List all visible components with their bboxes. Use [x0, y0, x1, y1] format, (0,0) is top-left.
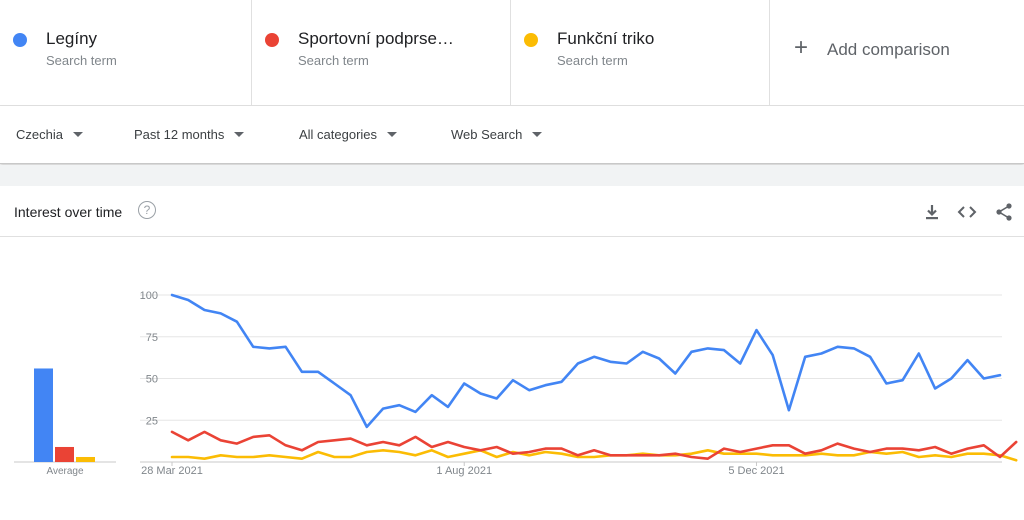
x-tick-label: 28 Mar 2021	[141, 465, 203, 477]
add-comparison-label: Add comparison	[827, 40, 950, 59]
region-label: Czechia	[16, 127, 63, 142]
term-color-dot	[13, 33, 27, 47]
y-tick-label: 75	[146, 332, 158, 344]
term-card-3[interactable]: Funkční triko Search term	[511, 0, 770, 105]
series-line	[170, 430, 1018, 460]
interest-chart-area: 25 50 75 100 28 Mar 2021 1 Aug 2021 5 Dec 2021…	[0, 237, 1024, 515]
panel-title: Interest over time	[14, 204, 123, 220]
search-type-label: Web Search	[451, 127, 523, 142]
term-card-2[interactable]: Sportovní podprse… Search term	[252, 0, 511, 105]
time-range-label: Past 12 months	[134, 127, 225, 142]
average-bar	[55, 446, 74, 462]
y-tick-label: 25	[146, 415, 158, 427]
share-icon[interactable]	[994, 202, 1014, 222]
term-color-dot	[524, 33, 538, 47]
caret-down-icon	[234, 132, 245, 137]
add-comparison-button[interactable]: + Add comparison	[770, 0, 1024, 105]
term-type: Search term	[557, 53, 628, 68]
y-tick-label: 50	[146, 374, 158, 386]
download-icon[interactable]	[922, 202, 942, 222]
caret-down-icon	[387, 132, 398, 137]
term-type: Search term	[298, 53, 369, 68]
filter-bar: Czechia Past 12 months All categories We…	[0, 106, 1024, 164]
x-tick-label: 5 Dec 2021	[728, 465, 784, 477]
search-type-dropdown[interactable]: Web Search	[451, 127, 543, 142]
term-name: Legíny	[46, 29, 98, 48]
term-type: Search term	[46, 53, 117, 68]
plus-icon: +	[794, 34, 809, 61]
term-name: Sportovní podprse…	[298, 29, 454, 48]
time-range-dropdown[interactable]: Past 12 months	[134, 127, 245, 142]
caret-down-icon	[532, 132, 543, 137]
term-card-1[interactable]: Legíny Search term	[0, 0, 252, 105]
average-label: Average	[46, 466, 84, 477]
interest-over-time-header: Interest over time ?	[0, 186, 1024, 237]
comparison-terms-bar: Legíny Search term Sportovní podprse… Se…	[0, 0, 1024, 106]
x-tick-label: 1 Aug 2021	[436, 465, 492, 477]
y-tick-label: 100	[140, 290, 158, 302]
category-dropdown[interactable]: All categories	[299, 127, 398, 142]
term-name: Funkční triko	[557, 29, 655, 48]
category-label: All categories	[299, 127, 378, 142]
embed-icon[interactable]	[957, 202, 977, 222]
region-dropdown[interactable]: Czechia	[16, 127, 83, 142]
series-line	[170, 293, 1002, 429]
interest-over-time-chart: 25 50 75 100 28 Mar 2021 1 Aug 2021 5 Dec 2021…	[14, 290, 1018, 477]
term-color-dot	[265, 33, 279, 47]
help-icon[interactable]: ?	[138, 201, 156, 219]
average-bar	[76, 456, 95, 462]
average-bar	[34, 368, 53, 462]
series-line	[170, 449, 1018, 462]
section-gap	[0, 165, 1024, 186]
caret-down-icon	[72, 132, 83, 137]
